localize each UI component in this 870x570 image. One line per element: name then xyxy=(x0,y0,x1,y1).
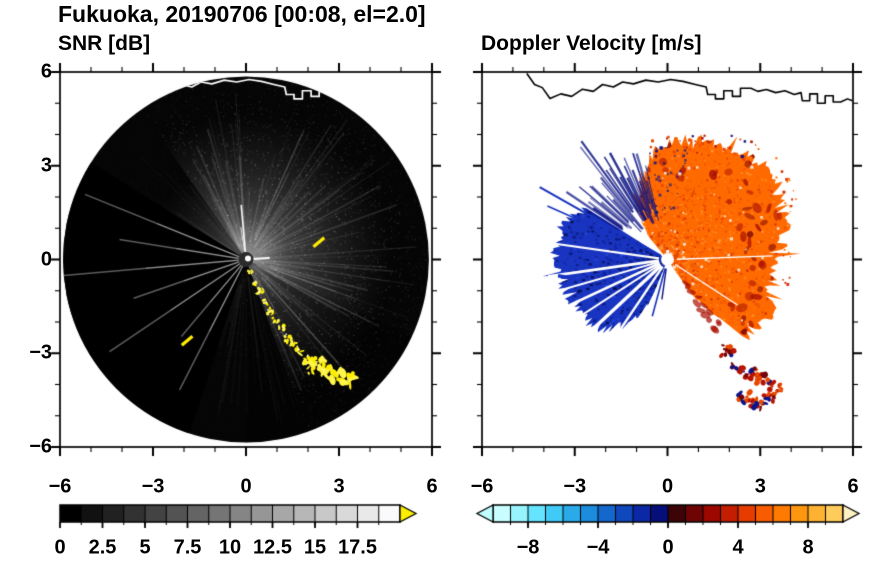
snr-colorbar-tick-label: 17.5 xyxy=(338,536,377,559)
snr-colorbar-tick-label: 10 xyxy=(218,536,242,559)
doppler-colorbar-tick-label: 0 xyxy=(662,536,674,559)
doppler-x-tick-label: −3 xyxy=(563,475,587,498)
snr-y-tick-label: 3 xyxy=(40,154,52,177)
snr-colorbar-tick-label: 0 xyxy=(54,536,66,559)
snr-x-tick-label: −6 xyxy=(48,475,72,498)
doppler-colorbar-tick-label: −8 xyxy=(516,536,540,559)
snr-y-tick-label: −3 xyxy=(29,341,52,364)
snr-colorbar-tick-label: 15 xyxy=(303,536,327,559)
snr-x-tick-label: 0 xyxy=(240,475,252,498)
doppler-x-tick-label: −6 xyxy=(470,475,494,498)
snr-panel-title: SNR [dB] xyxy=(58,32,151,55)
doppler-colorbar-tick-label: 8 xyxy=(802,536,814,559)
snr-colorbar-tick-label: 5 xyxy=(139,536,151,559)
snr-y-tick-label: −6 xyxy=(29,435,52,458)
figure-title: Fukuoka, 20190706 [00:08, el=2.0] xyxy=(58,1,426,27)
snr-colorbar-tick-label: 2.5 xyxy=(88,536,117,559)
doppler-x-tick-label: 3 xyxy=(754,475,766,498)
snr-colorbar-tick-label: 12.5 xyxy=(253,536,292,559)
snr-x-tick-label: −3 xyxy=(141,475,165,498)
doppler-x-tick-label: 6 xyxy=(847,475,859,498)
doppler-panel-title: Doppler Velocity [m/s] xyxy=(481,32,702,55)
snr-y-tick-label: 6 xyxy=(40,60,52,83)
doppler-colorbar-tick-label: −4 xyxy=(586,536,610,559)
doppler-x-tick-label: 0 xyxy=(661,475,674,498)
doppler-colorbar-tick-label: 4 xyxy=(732,536,744,559)
snr-x-tick-label: 3 xyxy=(333,475,345,498)
snr-x-tick-label: 6 xyxy=(426,475,438,498)
snr-y-tick-label: 0 xyxy=(40,248,52,270)
snr-colorbar-tick-label: 7.5 xyxy=(173,536,202,559)
